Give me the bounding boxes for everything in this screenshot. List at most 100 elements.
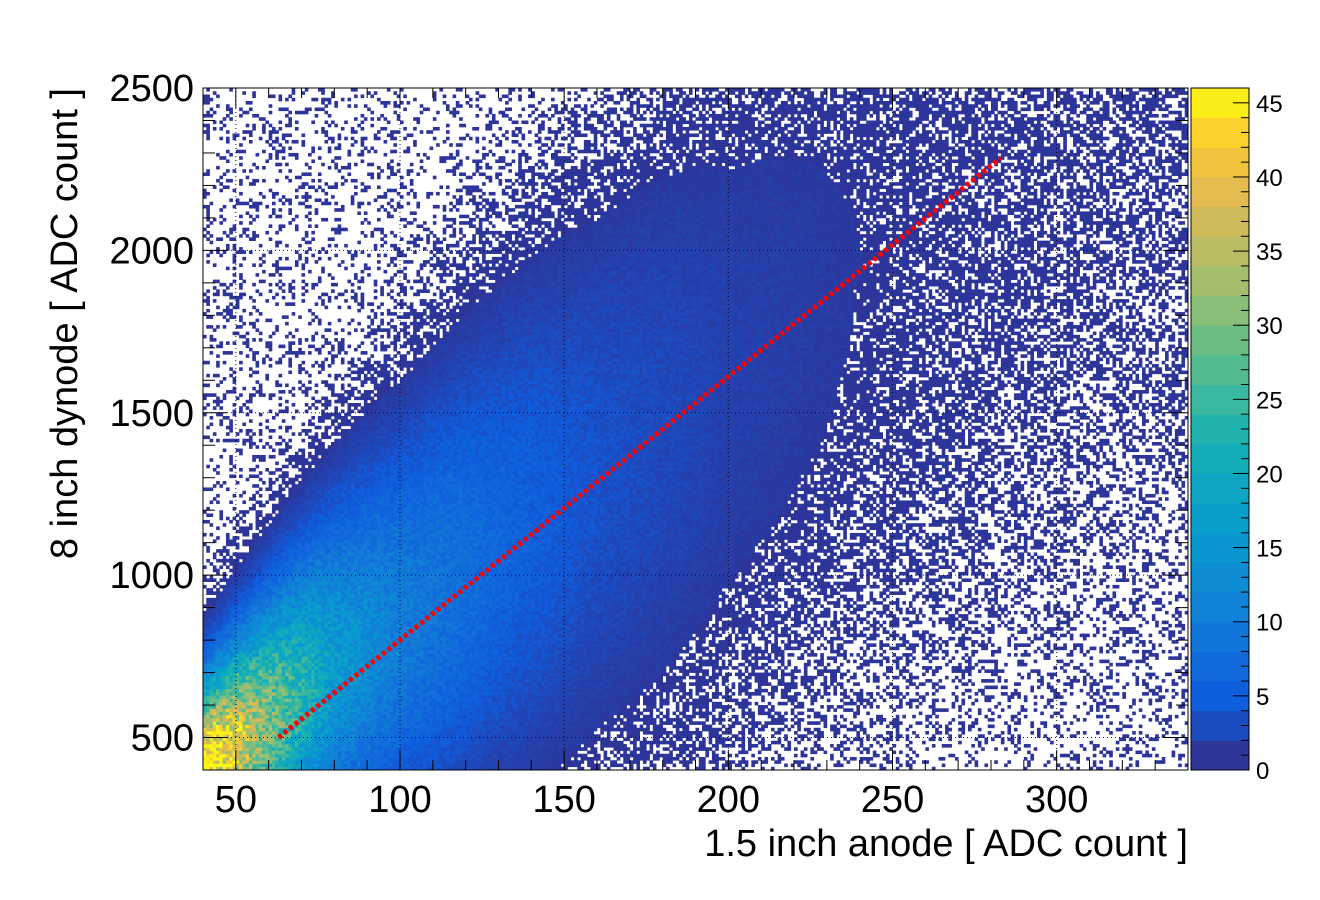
heatmap-cell (252, 705, 256, 709)
heatmap-cell (292, 432, 296, 436)
heatmap-cell (285, 601, 289, 605)
heatmap-cell (285, 695, 289, 699)
heatmap-cell (275, 179, 279, 183)
heatmap-cell (210, 656, 214, 660)
heatmap-cell (269, 536, 273, 540)
heatmap-cell (279, 656, 283, 660)
heatmap-cell (206, 728, 210, 732)
heatmap-cell (249, 526, 253, 530)
heatmap-cell (236, 666, 240, 670)
heatmap-cell (242, 751, 246, 755)
heatmap-cell (229, 374, 233, 378)
heatmap-cell (252, 182, 256, 186)
heatmap-cell (285, 637, 289, 641)
heatmap-cell (203, 634, 207, 638)
heatmap-cell (216, 500, 220, 504)
heatmap-cell (265, 526, 269, 530)
heatmap-cell (210, 315, 214, 319)
heatmap-cell (282, 137, 286, 141)
heatmap-cell (213, 591, 217, 595)
heatmap-cell (249, 543, 253, 547)
heatmap-cell (236, 744, 240, 748)
heatmap-cell (239, 624, 243, 628)
heatmap-cell (210, 754, 214, 758)
heatmap-cell (285, 429, 289, 433)
heatmap-cell (285, 163, 289, 167)
heatmap-cell (275, 591, 279, 595)
heatmap-cell (229, 747, 233, 751)
heatmap-cell (246, 595, 250, 599)
heatmap-cell (272, 611, 276, 615)
heatmap-cell (229, 419, 233, 423)
heatmap-cell (216, 637, 220, 641)
heatmap-cell (239, 614, 243, 618)
heatmap-cell (229, 757, 233, 761)
heatmap-cell (262, 728, 266, 732)
heatmap-cell (213, 721, 217, 725)
heatmap-cell (279, 546, 283, 550)
heatmap-cell (256, 630, 260, 634)
heatmap-cell (288, 348, 292, 352)
heatmap-cell (242, 728, 246, 732)
heatmap-cell (242, 747, 246, 751)
heatmap-cell (236, 585, 240, 589)
heatmap-cell (288, 267, 292, 271)
heatmap-cell (262, 578, 266, 582)
heatmap-cell (206, 686, 210, 690)
heatmap-cell (256, 666, 260, 670)
heatmap-cell (216, 95, 220, 99)
heatmap-cell (262, 582, 266, 586)
heatmap-cell (269, 608, 273, 612)
heatmap-cell (272, 569, 276, 573)
heatmap-cell (279, 712, 283, 716)
heatmap-cell (256, 731, 260, 735)
heatmap-cell (249, 205, 253, 209)
heatmap-cell (236, 601, 240, 605)
heatmap-cell (210, 591, 214, 595)
heatmap-cell (269, 721, 273, 725)
heatmap-cell (265, 487, 269, 491)
heatmap-cell (249, 410, 253, 414)
heatmap-cell (223, 686, 227, 690)
heatmap-cell (259, 588, 263, 592)
heatmap-cell (203, 640, 207, 644)
heatmap-cell (226, 660, 230, 664)
heatmap-cell (233, 390, 237, 394)
heatmap-cell (242, 250, 246, 254)
heatmap-cell (226, 159, 230, 163)
heatmap-cell (239, 666, 243, 670)
heatmap-cell (269, 556, 273, 560)
heatmap-cell (282, 747, 286, 751)
heatmap-cell (285, 712, 289, 716)
heatmap-cell (239, 747, 243, 751)
heatmap-cell (229, 367, 233, 371)
heatmap-cell (216, 624, 220, 628)
heatmap-cell (259, 263, 263, 267)
heatmap-cell (229, 559, 233, 563)
heatmap-cell (246, 578, 250, 582)
heatmap-cell (203, 656, 207, 660)
heatmap-cell (288, 731, 292, 735)
heatmap-cell (282, 471, 286, 475)
heatmap-cell (213, 728, 217, 732)
heatmap-cell (292, 621, 296, 625)
heatmap-cell (275, 260, 279, 264)
heatmap-cell (259, 202, 263, 206)
heatmap-cell (259, 705, 263, 709)
heatmap-cell (223, 676, 227, 680)
heatmap-cell (259, 731, 263, 735)
heatmap-cell (259, 653, 263, 657)
heatmap-cell (265, 640, 269, 644)
heatmap-cell (236, 764, 240, 768)
heatmap-cell (249, 322, 253, 326)
heatmap-cell (282, 721, 286, 725)
heatmap-cell (233, 257, 237, 261)
heatmap-cell (262, 692, 266, 696)
heatmap-cell (223, 715, 227, 719)
heatmap-cell (285, 526, 289, 530)
heatmap-cell (206, 299, 210, 303)
heatmap-cell (223, 634, 227, 638)
heatmap-cell (233, 695, 237, 699)
heatmap-cell (282, 692, 286, 696)
heatmap-cell (269, 224, 273, 228)
